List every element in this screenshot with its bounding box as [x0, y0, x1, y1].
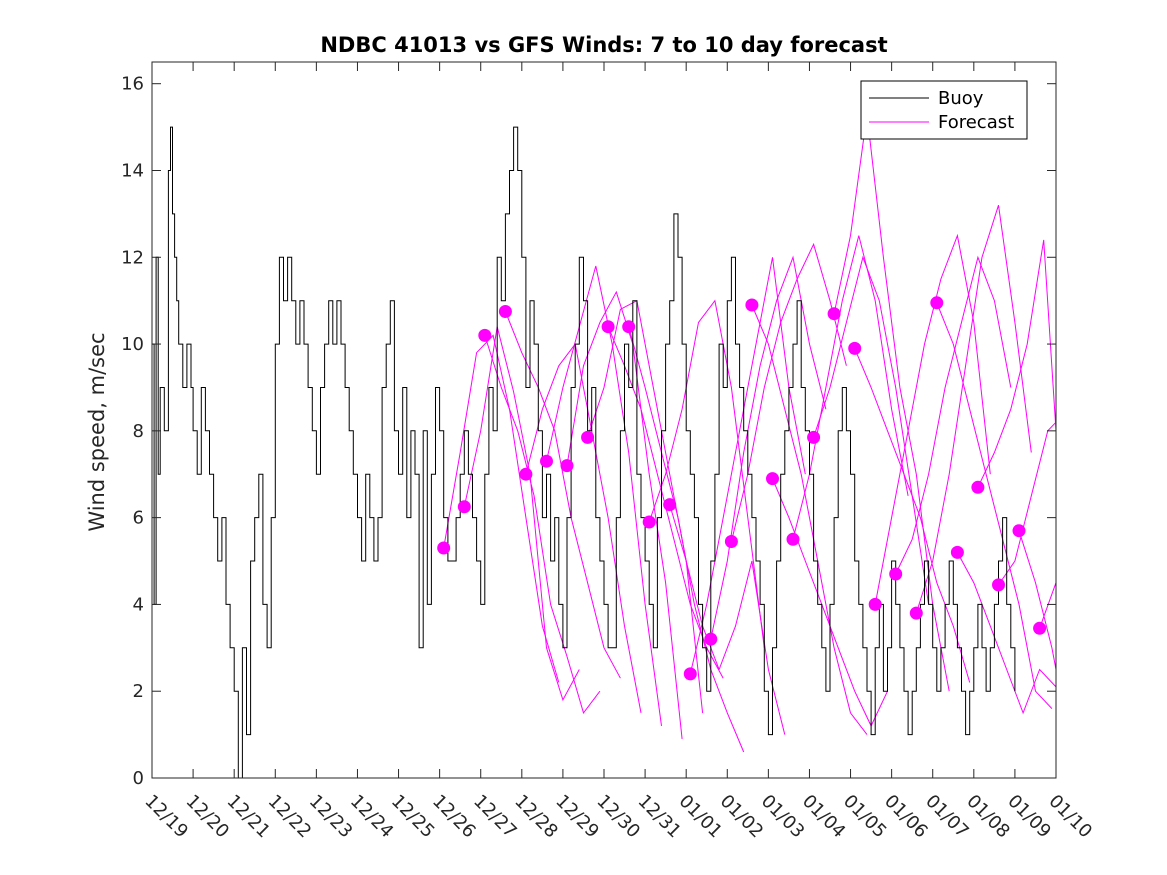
forecast-marker-12	[683, 667, 697, 681]
forecast-marker-17	[786, 532, 800, 546]
forecast-series-line-20	[854, 348, 971, 683]
forecast-series-line-12	[689, 257, 806, 675]
y-tick-label-16: 16	[121, 74, 144, 95]
forecast-marker-16	[766, 472, 779, 486]
forecast-series-line-25	[956, 552, 1057, 715]
forecast-marker-11	[663, 498, 677, 512]
forecast-series-line-18	[813, 255, 930, 605]
forecast-series-line-23	[915, 205, 1032, 614]
y-tick-label-0: 0	[133, 768, 144, 789]
forecast-series-line-17	[792, 235, 909, 540]
y-tick-label-14: 14	[121, 160, 144, 181]
forecast-marker-8	[601, 320, 615, 334]
forecast-marker-20	[848, 341, 862, 355]
forecast-marker-25	[950, 545, 964, 559]
forecast-marker-4	[519, 467, 533, 481]
forecast-marker-14	[724, 535, 738, 548]
forecast-marker-21	[868, 597, 882, 611]
y-tick-label-8: 8	[133, 421, 144, 442]
forecast-marker-18	[807, 430, 821, 444]
forecast-marker-2	[478, 328, 492, 342]
forecast-marker-22	[889, 567, 903, 581]
legend-buoy-label: Buoy	[938, 88, 984, 109]
forecast-series-line-4	[525, 342, 642, 713]
forecast-series-line-2	[484, 335, 601, 714]
forecast-series-line-10	[648, 299, 765, 648]
forecast-series-line-24	[936, 302, 1053, 709]
forecast-marker-29	[1033, 621, 1047, 635]
forecast-marker-6	[560, 459, 574, 473]
y-tick-label-12: 12	[121, 247, 144, 268]
forecast-series-line-26	[977, 239, 1057, 488]
forecast-series-line-19	[833, 114, 950, 692]
forecast-marker-10	[642, 515, 656, 529]
forecast-marker-19	[827, 307, 841, 321]
y-tick-label-4: 4	[133, 594, 144, 615]
legend-forecast-label: Forecast	[938, 112, 1014, 133]
y-tick-label-2: 2	[133, 681, 144, 702]
forecast-series-line-3	[504, 311, 621, 679]
forecast-marker-5	[540, 454, 553, 468]
y-tick-label-6: 6	[133, 508, 144, 529]
forecast-marker-0	[437, 541, 451, 555]
forecast-series-line-0	[443, 334, 560, 683]
forecast-series-line-15	[751, 304, 868, 735]
forecast-series-line-1	[463, 326, 580, 702]
y-tick-label-10: 10	[121, 334, 144, 355]
forecast-marker-28	[1012, 524, 1026, 538]
forecast-series-line-6	[566, 290, 683, 739]
legend-box	[860, 80, 1028, 140]
forecast-marker-23	[909, 606, 923, 620]
forecast-series-line-28	[1018, 530, 1057, 670]
forecast-series-line-27	[998, 421, 1057, 586]
forecast-marker-13	[704, 632, 718, 646]
forecast-marker-7	[581, 430, 595, 444]
buoy-series-line	[152, 126, 1016, 779]
forecast-series-line-14	[730, 242, 847, 542]
forecast-series-line-5	[546, 265, 662, 726]
y-axis-title: Wind speed, m/sec	[85, 332, 109, 531]
forecast-marker-26	[971, 480, 985, 494]
forecast-series-line-11	[669, 504, 786, 735]
legend: Buoy Forecast	[860, 80, 1028, 140]
chart-title: NDBC 41013 vs GFS Winds: 7 to 10 day for…	[320, 33, 887, 57]
forecast-series-line-21	[874, 233, 991, 605]
forecast-marker-15	[745, 298, 759, 312]
forecast-marker-1	[457, 500, 471, 514]
forecast-marker-24	[930, 296, 944, 310]
forecast-series-line-22	[895, 255, 1012, 575]
forecast-marker-27	[992, 578, 1005, 592]
forecast-series-line-29	[1039, 582, 1057, 629]
forecast-marker-9	[622, 320, 636, 334]
forecast-marker-3	[498, 305, 512, 318]
